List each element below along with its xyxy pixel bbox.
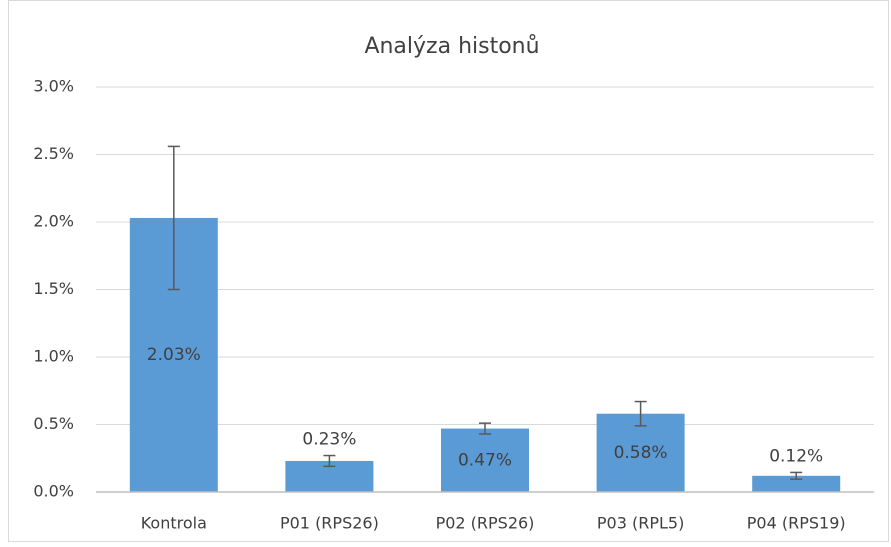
y-tick-label: 2.0% [33,212,74,231]
chart-title: Analýza histonů [364,34,539,59]
y-tick-label: 0.5% [33,414,74,433]
error-bar [479,422,491,435]
x-tick-label: P03 (RPL5) [597,514,684,533]
value-label: 0.23% [302,430,356,450]
bar [441,428,529,492]
y-tick-label: 0.0% [33,482,74,501]
value-label: 0.47% [458,450,512,470]
x-tick-label: P04 (RPS19) [747,514,846,533]
bar [752,475,841,492]
bar [596,413,685,492]
value-label: 0.58% [614,443,668,463]
error-bar [634,400,647,427]
value-label: 2.03% [147,345,201,365]
error-bar [323,454,336,468]
error-bar [790,471,803,480]
y-tick-label: 1.0% [33,347,74,366]
y-tick-label: 2.5% [33,144,74,163]
x-tick-label: P01 (RPS26) [280,514,379,533]
y-tick-label: 3.0% [33,77,74,96]
y-tick-label: 1.5% [33,279,74,298]
error-bar [167,145,180,291]
x-tick-label: P02 (RPS26) [436,514,535,533]
x-tick-label: Kontrola [141,514,207,533]
value-label: 0.12% [769,446,823,466]
